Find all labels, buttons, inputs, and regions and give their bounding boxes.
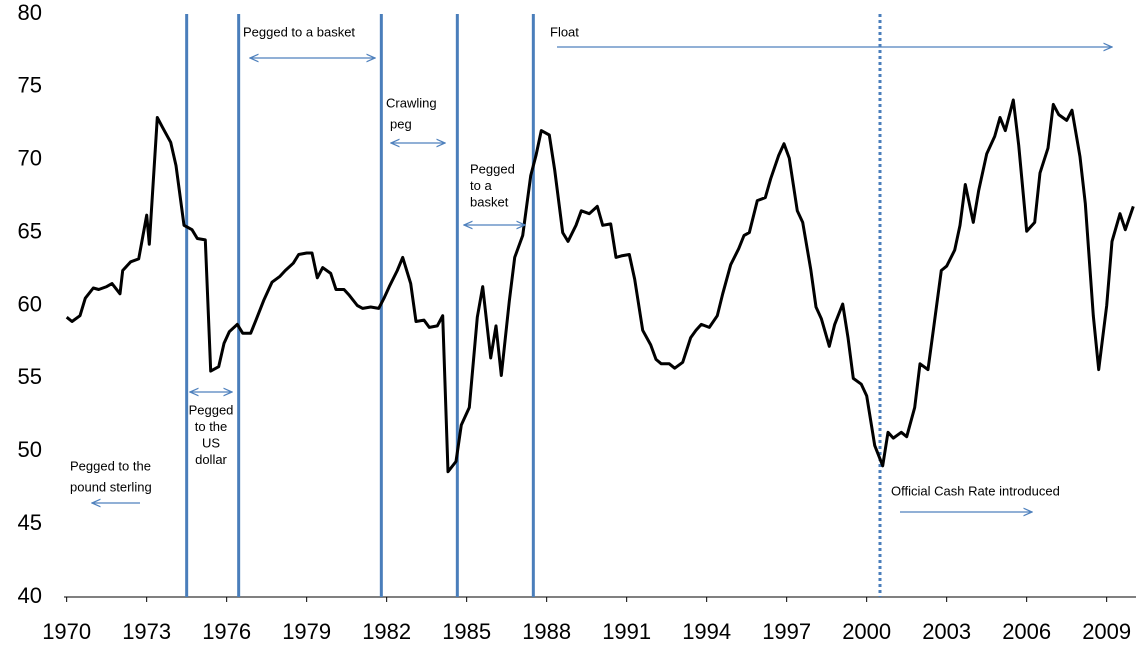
y-tick-label: 80 [18, 0, 42, 25]
y-tick-label: 75 [18, 73, 42, 98]
annotation: dollar [195, 452, 227, 467]
x-tick-label: 1979 [282, 619, 331, 644]
y-tick-label: 60 [18, 291, 42, 316]
x-tick-label: 2003 [922, 619, 971, 644]
annotation: Official Cash Rate introduced [891, 483, 1060, 498]
annotation: pound sterling [70, 479, 152, 494]
x-tick-label: 1997 [762, 619, 811, 644]
x-tick-label: 1988 [522, 619, 571, 644]
x-tick-label: 1973 [122, 619, 171, 644]
annotation: Pegged to the [70, 458, 151, 473]
annotation: Pegged [189, 402, 234, 417]
x-tick-label: 1976 [202, 619, 251, 644]
y-tick-label: 55 [18, 364, 42, 389]
annotation: Crawling [386, 95, 437, 110]
y-tick-label: 70 [18, 146, 42, 171]
x-tick-label: 1982 [362, 619, 411, 644]
annotation: basket [470, 194, 509, 209]
y-tick-label: 50 [18, 437, 42, 462]
annotation: to a [470, 178, 492, 193]
series-line [65, 98, 1135, 474]
annotation: US [202, 435, 220, 450]
annotation: to the [195, 419, 228, 434]
annotation: Pegged to a basket [243, 24, 355, 39]
annotation: Pegged [470, 161, 515, 176]
x-tick-label: 2006 [1002, 619, 1051, 644]
x-tick-label: 2000 [842, 619, 891, 644]
annotation: peg [390, 116, 412, 131]
y-tick-label: 45 [18, 510, 42, 535]
annotation: Float [550, 24, 579, 39]
x-tick-label: 1985 [442, 619, 491, 644]
x-tick-label: 1994 [682, 619, 731, 644]
x-tick-label: 1991 [602, 619, 651, 644]
y-tick-label: 65 [18, 218, 42, 243]
x-tick-label: 2009 [1082, 619, 1131, 644]
x-tick-label: 1970 [42, 619, 91, 644]
y-tick-label: 40 [18, 583, 42, 608]
